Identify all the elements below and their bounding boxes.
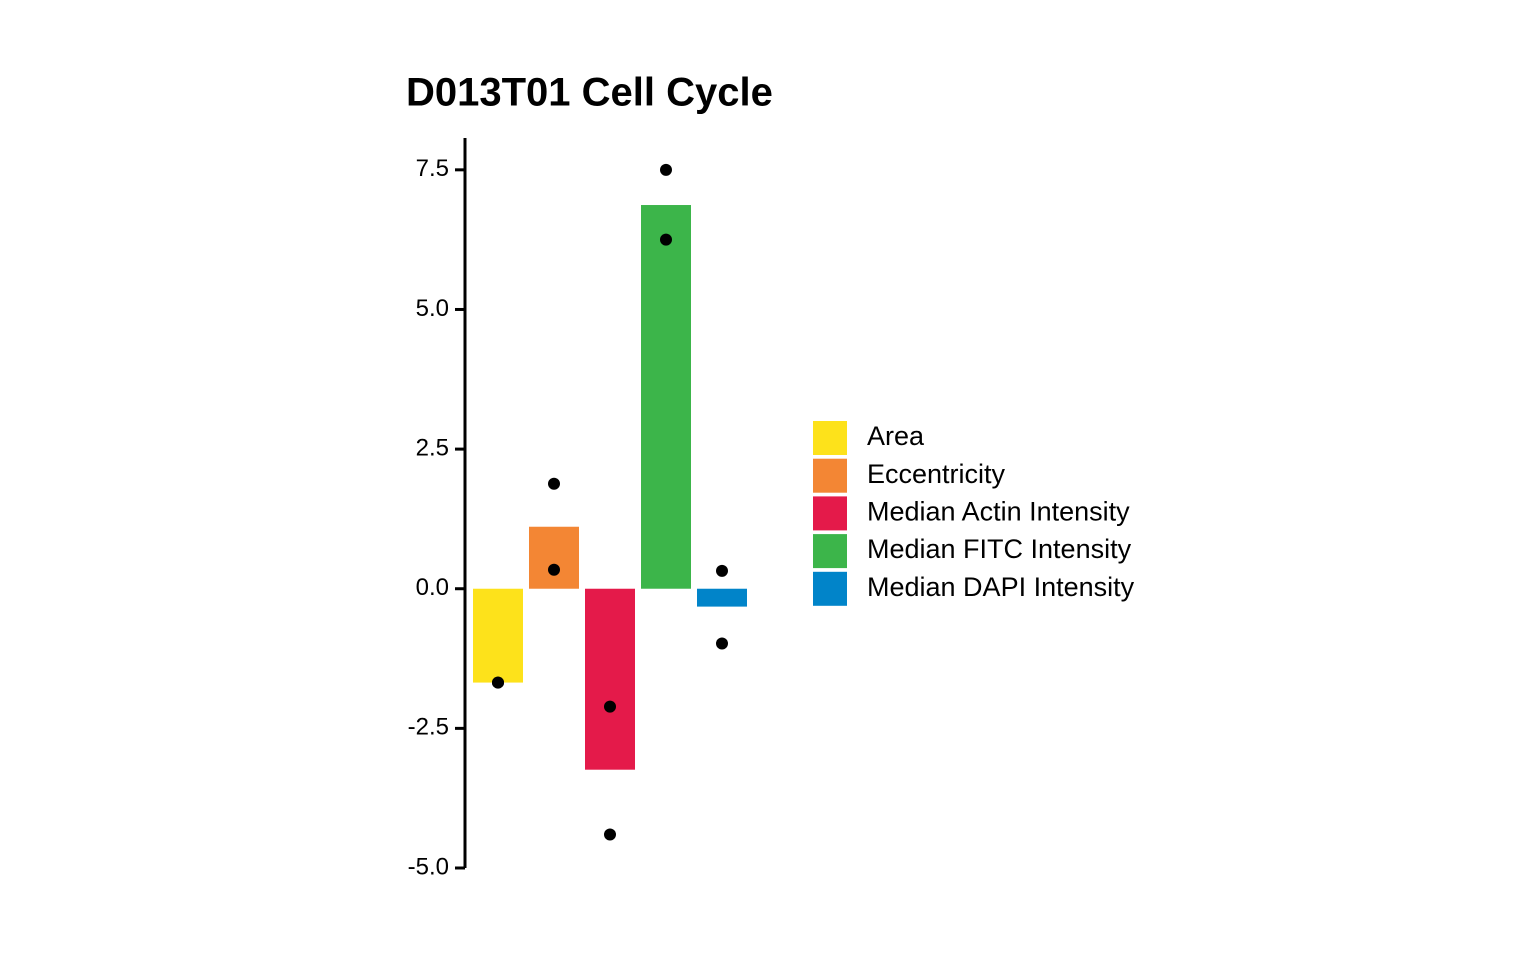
data-point xyxy=(660,233,672,246)
legend-swatch xyxy=(813,534,847,569)
legend-swatch xyxy=(813,458,847,493)
y-tick-label: -2.5 xyxy=(408,714,449,741)
y-tick-label: -5.0 xyxy=(408,853,449,880)
data-point xyxy=(604,700,616,713)
legend-label: Median DAPI Intensity xyxy=(867,572,1135,602)
data-point xyxy=(548,477,560,490)
y-tick-label: 0.0 xyxy=(416,574,449,601)
data-point xyxy=(716,637,728,650)
legend-swatch xyxy=(813,571,847,606)
bar xyxy=(473,588,523,683)
legend-label: Eccentricity xyxy=(867,459,1006,489)
legend-swatch xyxy=(813,421,847,455)
chart-title: D013T01 Cell Cycle xyxy=(406,71,773,115)
data-point xyxy=(660,163,672,176)
y-tick-label: 7.5 xyxy=(416,155,449,182)
data-point xyxy=(492,676,504,689)
bar xyxy=(641,205,691,589)
data-point xyxy=(548,563,560,576)
bar xyxy=(585,588,635,770)
data-point xyxy=(716,564,728,577)
bar xyxy=(697,588,747,607)
legend-label: Median FITC Intensity xyxy=(867,534,1132,564)
bar xyxy=(529,526,579,589)
data-point xyxy=(604,828,616,841)
legend-label: Median Actin Intensity xyxy=(867,497,1130,527)
legend-label: Area xyxy=(867,421,925,451)
y-tick-label: 2.5 xyxy=(416,434,449,461)
legend-swatch xyxy=(813,496,847,531)
y-tick-label: 5.0 xyxy=(416,295,449,322)
